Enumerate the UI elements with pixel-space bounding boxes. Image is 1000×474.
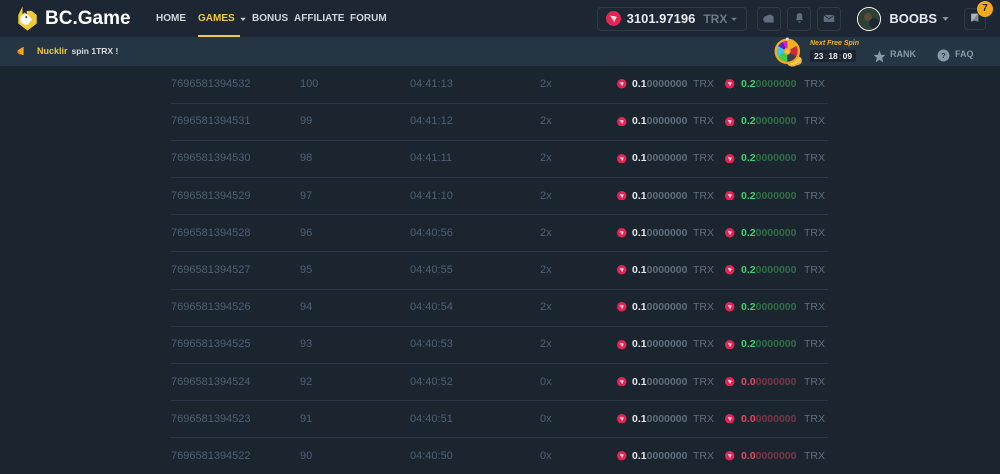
- svg-text:?: ?: [941, 51, 946, 60]
